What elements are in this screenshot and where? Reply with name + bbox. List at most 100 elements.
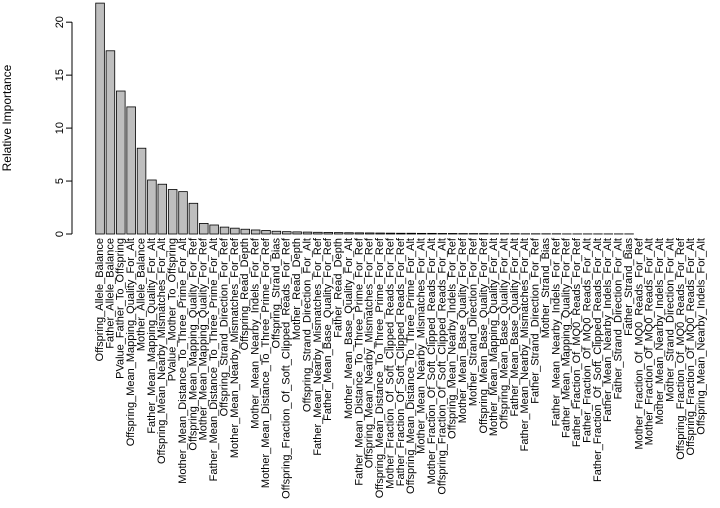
x-tick-label: Mother_Mean_Mapping_Quality_For_Alt: [488, 238, 500, 436]
x-tick-label: Mother_Mean_Nearby_Indels_For_Alt: [654, 238, 666, 425]
bar: [95, 2, 105, 235]
x-tick-label: Offspring_Mean_Nearby_Mismatches_For_Ref: [364, 237, 376, 468]
bar: [292, 231, 302, 235]
bar: [261, 230, 271, 235]
bar: [147, 179, 157, 235]
bar: [271, 230, 282, 235]
x-tick-label: Father_Mean_Nearby_Indels_For_Alt: [602, 238, 614, 422]
bar: [448, 233, 458, 235]
x-tick-label: Offspring_Mean_Mapping_Quality_For_Ref: [187, 237, 199, 451]
x-tick-label: Father_Mean_Nearby_Indels_For_Ref: [550, 237, 562, 426]
x-tick-label: Father_Allele_Balance: [104, 238, 116, 349]
bar: [302, 231, 313, 235]
x-tick-label: PValue_Father_To_Offspring: [115, 238, 127, 379]
x-tick-label: Father_Mean_Distance_To_Three_Prime_For_…: [208, 238, 220, 481]
bar: [116, 90, 126, 235]
y-tick-label: 0: [54, 231, 66, 237]
bar: [105, 50, 116, 235]
bar: [167, 189, 178, 235]
bar: [126, 106, 136, 235]
y-tick-label: 15: [54, 69, 66, 81]
x-tick-label: Mother_Mean_Distance_To_Three_Prime_For_…: [260, 237, 272, 488]
bar: [178, 191, 188, 235]
x-tick-label: Offspring_Strand_Direction_For_Alt: [301, 238, 313, 412]
x-tick-label: Offspring_Mean_Base_Quality_For_Alt: [498, 238, 510, 429]
x-tick-label: Mother_Mean_Distance_To_Three_Prime_For_…: [177, 238, 189, 484]
bar: [313, 231, 323, 235]
x-tick-label: Offspring_Mean_Distance_To_Three_Prime_F…: [405, 238, 417, 494]
bar: [427, 232, 437, 235]
x-tick-label: Offspring_Read_Depth: [239, 238, 251, 350]
x-tick-label: Mother_Read_Depth: [291, 238, 303, 340]
bar: [375, 232, 385, 235]
x-tick-label: Mother_Mean_Nearby_Indels_For_Ref: [250, 237, 262, 429]
x-tick-label: Offspring_Strand_Direction_For_Ref: [218, 237, 230, 416]
x-tick-label: Offspring_Fraction_Of_MQ0_Reads_For_Alt: [685, 238, 697, 455]
x-tick-label: Mother_Mean_Base_Quality_For_Ref: [457, 237, 469, 423]
y-tick-label: 10: [54, 122, 66, 134]
bar: [282, 231, 292, 235]
x-tick-label: Father_Mean_Base_Quality_For_Ref: [322, 237, 334, 421]
x-tick-label: Offspring_Fraction_Of_MQ0_Reads_For_Ref: [675, 237, 687, 460]
x-tick-label: Offspring_Allele_Balance: [94, 238, 106, 361]
x-tick-label: Father_Fraction_Of_Soft_Clipped_Reads_Fo…: [592, 238, 604, 482]
bar: [344, 232, 354, 235]
x-tick-label: Father_Fraction_Of_Soft_Clipped_Reads_Fo…: [395, 237, 407, 486]
x-tick-label: Father_Strand_Direction_For_Alt: [613, 238, 625, 399]
x-tick-label: Mother_Fraction_Of_MQ0_Reads_For_Ref: [633, 237, 645, 449]
x-tick-label: Father_Mean_Nearby_Mismatches_For_Alt: [519, 238, 531, 451]
x-tick-label: Offspring_Mean_Mapping_Quality_For_Alt: [125, 238, 137, 446]
x-tick-label: Father_Mean_Mapping_Quality_For_Ref: [561, 237, 573, 438]
bar: [416, 232, 427, 235]
x-tick-label: Father_Fraction_Of_MQ0_Reads_For_Alt: [581, 238, 593, 443]
x-tick-label: Mother_Strand_Bias: [540, 238, 552, 339]
x-tick-label: Mother_Mean_Nearby_Mismatches_For_Ref: [229, 237, 241, 458]
x-tick-label: Offspring_Fraction_Of_Soft_Clipped_Reads…: [436, 238, 448, 495]
x-tick-label: Mother_Fraction_Of_MQ0_Reads_For_Alt: [644, 238, 656, 445]
bar: [437, 233, 448, 235]
x-tick-label: Offspring_Mean_Nearby_Mismatches_For_Alt: [156, 238, 168, 464]
x-tick-label: Father_Fraction_Of_MQ0_Reads_For_Ref: [571, 237, 583, 447]
x-tick-label: Offspring_Strand_Bias: [270, 238, 282, 349]
x-tick-label: Father_Mean_Mapping_Quality_For_Alt: [146, 238, 158, 434]
x-tick-label: Mother_Allele_Balance: [135, 238, 147, 351]
bar: [396, 232, 406, 235]
x-tick-label: Father_Mean_Distance_To_Three_Prime_For_…: [353, 237, 365, 486]
bar: [188, 202, 199, 235]
x-tick-label: Offspring_Mean_Base_Quality_For_Ref: [478, 237, 490, 433]
bar: [323, 232, 333, 235]
bar: [240, 228, 250, 235]
x-tick-label: Father_Strand_Direction_For_Ref: [530, 237, 542, 404]
bar: [385, 232, 396, 235]
bar: [354, 232, 365, 235]
bar: [250, 229, 261, 235]
y-tick-label: 5: [54, 178, 66, 184]
x-tick-label: Father_Mean_Nearby_Mismatches_For_Ref: [312, 237, 324, 456]
x-tick-label: Offspring_Mean_Distance_To_Three_Prime_F…: [374, 237, 386, 498]
bar: [136, 147, 147, 235]
x-tick-label: Mother_Mean_Nearby_Mismatches_For_Alt: [416, 238, 428, 454]
x-tick-label: Mother_Fraction_Of_Soft_Clipped_Reads_Fo…: [384, 237, 396, 489]
x-tick-label: Offspring_Fraction_Of_Soft_Clipped_Reads…: [281, 237, 293, 499]
x-tick-label: Mother_Strand_Direction_For_Alt: [664, 238, 676, 402]
x-tick-label: Offspring_Mean_Nearby_Indels_For_Alt: [696, 238, 708, 435]
x-tick-label: Mother_Strand_Direction_For_Ref: [467, 237, 479, 406]
bar: [406, 232, 416, 235]
x-tick-label: Offspring_Mean_Nearby_Indels_For_Ref: [447, 237, 459, 439]
x-tick-label: Father_Strand_Bias: [623, 238, 635, 336]
x-tick-label: Father_Mean_Base_Quality_For_Alt: [509, 238, 521, 417]
bar: [219, 226, 230, 235]
x-tick-label: PValue_Mother_To_Offspring: [167, 238, 179, 381]
x-tick-label: Mother_Mean_Mapping_Quality_For_Ref: [198, 237, 210, 440]
x-tick-label: Mother_Fraction_Of_Soft_Clipped_Reads_Fo…: [426, 238, 438, 484]
bar: [157, 183, 168, 235]
y-tick-label: 20: [54, 16, 66, 28]
x-tick-label: Father_Read_Depth: [333, 238, 345, 338]
bar: [365, 232, 375, 235]
bar: [333, 232, 344, 235]
bar: [209, 224, 219, 235]
bar: [230, 227, 240, 235]
bar: [199, 223, 209, 235]
y-axis-label: Relative Importance: [0, 64, 14, 171]
